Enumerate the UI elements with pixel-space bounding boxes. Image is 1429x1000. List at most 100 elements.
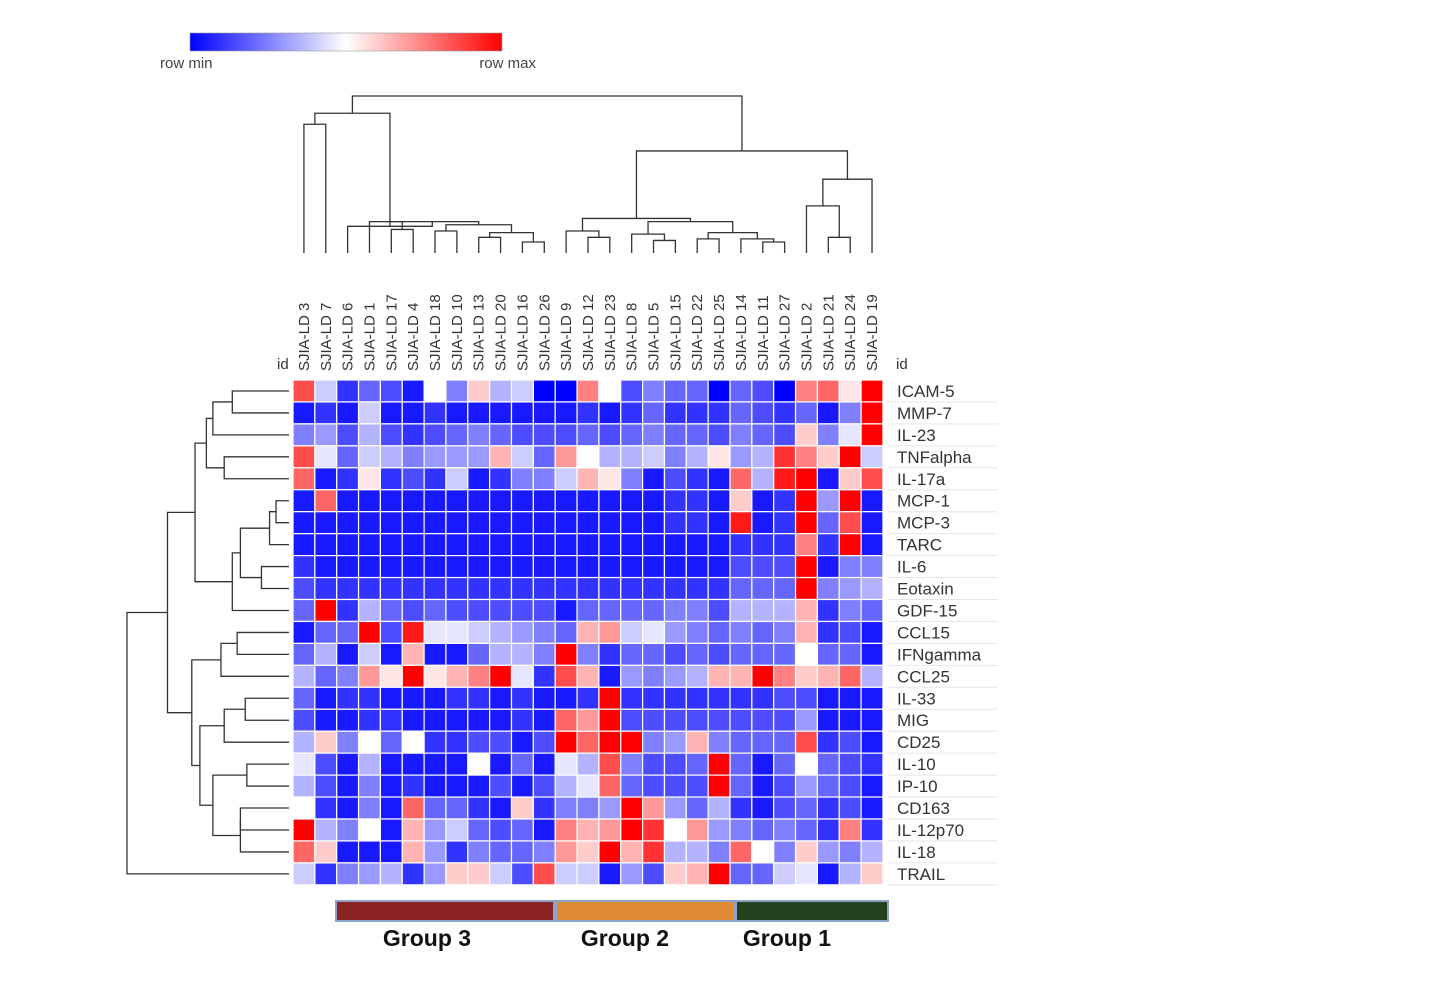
heatmap-cell bbox=[554, 752, 578, 776]
heatmap-cell bbox=[794, 489, 818, 513]
heatmap-cell bbox=[467, 467, 491, 491]
heatmap-cell bbox=[860, 774, 884, 798]
heatmap-cell bbox=[663, 752, 687, 776]
heatmap-cell bbox=[773, 533, 797, 557]
heatmap-cell bbox=[816, 554, 840, 579]
heatmap-cell bbox=[751, 730, 775, 754]
heatmap-cell bbox=[663, 576, 687, 601]
heatmap-cell bbox=[751, 752, 775, 776]
heatmap-cell bbox=[423, 796, 447, 820]
heatmap-cell bbox=[620, 467, 644, 491]
heatmap-cell bbox=[467, 511, 491, 535]
heatmap-cell bbox=[598, 818, 622, 842]
heatmap-cell bbox=[314, 423, 338, 447]
heatmap-cell bbox=[620, 796, 644, 820]
heatmap-cell bbox=[554, 489, 578, 513]
heatmap-cell bbox=[532, 598, 556, 623]
heatmap-cell bbox=[554, 620, 578, 645]
heatmap-cell bbox=[357, 401, 381, 425]
heatmap-cell bbox=[838, 862, 862, 886]
heatmap-cell bbox=[554, 423, 578, 447]
heatmap-cell bbox=[423, 489, 447, 513]
heatmap-cell bbox=[663, 818, 687, 842]
heatmap-cell bbox=[314, 708, 338, 732]
heatmap-cell bbox=[729, 379, 753, 403]
heatmap-cell bbox=[336, 489, 360, 513]
heatmap-cell bbox=[751, 686, 775, 710]
heatmap-cell bbox=[685, 511, 709, 535]
heatmap-cell bbox=[357, 840, 381, 864]
heatmap-cell bbox=[598, 752, 622, 776]
group-bar bbox=[555, 900, 735, 922]
heatmap-cell bbox=[379, 554, 403, 579]
heatmap-cell bbox=[641, 467, 666, 491]
heatmap-cell bbox=[467, 379, 491, 403]
heatmap-cell bbox=[816, 796, 840, 820]
heatmap-cell bbox=[554, 686, 578, 710]
heatmap-cell bbox=[620, 862, 644, 886]
heatmap-cell bbox=[729, 445, 753, 469]
heatmap-cell bbox=[510, 642, 534, 666]
column-label: SJIA-LD 27 bbox=[777, 294, 794, 371]
heatmap-cell bbox=[838, 686, 862, 710]
heatmap-cell bbox=[379, 730, 403, 754]
heatmap-cell bbox=[576, 445, 600, 469]
heatmap-cell bbox=[336, 598, 360, 623]
dendrogram-link bbox=[565, 230, 600, 253]
heatmap-cell bbox=[532, 818, 556, 842]
heatmap-cell bbox=[423, 664, 447, 688]
heatmap-cell bbox=[489, 708, 513, 732]
column-labels: SJIA-LD 3 SJIA-LD 7 SJIA-LD 6 SJIA-LD 1 SJIA… bbox=[296, 294, 881, 371]
heatmap-cell bbox=[423, 686, 447, 710]
heatmap-cell bbox=[401, 840, 425, 864]
heatmap-cell bbox=[729, 686, 753, 710]
heatmap-cell bbox=[510, 686, 534, 710]
heatmap-cell bbox=[532, 489, 556, 513]
heatmap-cell bbox=[510, 511, 534, 535]
heatmap-cell bbox=[292, 598, 316, 623]
heatmap-cell bbox=[336, 664, 360, 688]
heatmap-cell bbox=[707, 686, 731, 710]
heatmap-cell bbox=[336, 554, 360, 579]
heatmap-cell bbox=[292, 554, 316, 579]
heatmap-cell bbox=[554, 467, 578, 491]
row-label: CCL25 bbox=[897, 667, 950, 686]
row-label: MCP-3 bbox=[897, 514, 950, 533]
heatmap-cell bbox=[576, 818, 600, 842]
dendrogram-link bbox=[239, 527, 270, 579]
heatmap-cell bbox=[379, 642, 403, 666]
dendrogram-link bbox=[260, 565, 289, 590]
heatmap-cell bbox=[663, 642, 687, 666]
column-label: SJIA-LD 9 bbox=[558, 303, 575, 371]
heatmap-cell bbox=[773, 576, 797, 601]
dendrogram-link bbox=[194, 442, 233, 583]
heatmap-cell bbox=[773, 598, 797, 623]
heatmap-cell bbox=[838, 796, 862, 820]
row-label: IFNgamma bbox=[897, 645, 982, 664]
heatmap-cell bbox=[423, 445, 447, 469]
heatmap-cell bbox=[641, 730, 666, 754]
heatmap-cell bbox=[379, 664, 403, 688]
heatmap-cell bbox=[729, 664, 753, 688]
heatmap-cell bbox=[751, 774, 775, 798]
row-label: IL-23 bbox=[897, 426, 936, 445]
heatmap-cell bbox=[379, 467, 403, 491]
heatmap-cell bbox=[489, 796, 513, 820]
heatmap-cell bbox=[532, 664, 556, 688]
heatmap-cell bbox=[816, 423, 840, 447]
heatmap-cell bbox=[554, 511, 578, 535]
heatmap-cell bbox=[838, 489, 862, 513]
heatmap-cell bbox=[445, 423, 469, 447]
heatmap-cell bbox=[445, 511, 469, 535]
heatmap-cell bbox=[489, 620, 513, 645]
heatmap-cell bbox=[576, 862, 600, 886]
heatmap-cell bbox=[336, 642, 360, 666]
heatmap-cell bbox=[620, 752, 644, 776]
heatmap-cell bbox=[707, 554, 731, 579]
heatmap-cell bbox=[751, 796, 775, 820]
heatmap-cell bbox=[663, 664, 687, 688]
heatmap-cell bbox=[467, 840, 491, 864]
column-label: SJIA-LD 3 bbox=[296, 303, 313, 371]
heatmap-cell bbox=[641, 642, 666, 666]
heatmap-cell bbox=[445, 401, 469, 425]
